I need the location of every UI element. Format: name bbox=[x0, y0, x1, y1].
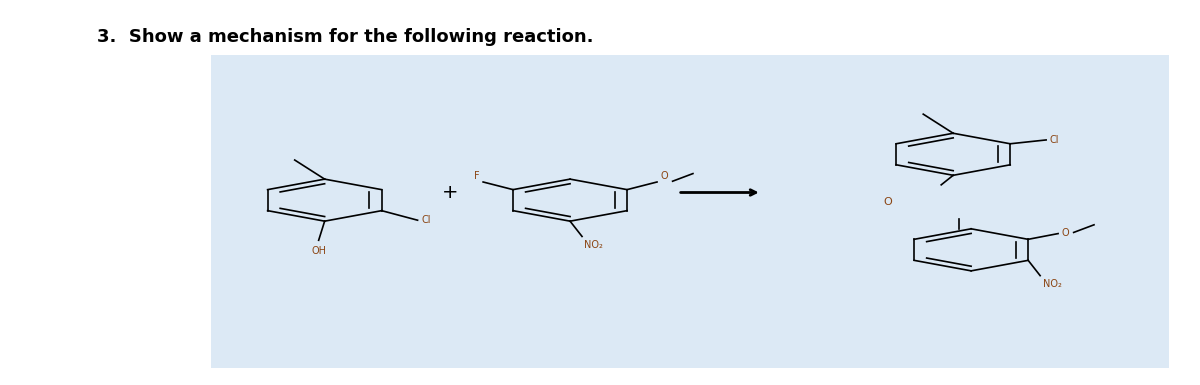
Text: NO₂: NO₂ bbox=[584, 239, 604, 249]
Text: O: O bbox=[883, 197, 892, 207]
Text: F: F bbox=[474, 171, 480, 181]
Text: NO₂: NO₂ bbox=[1043, 279, 1062, 289]
Text: Cl: Cl bbox=[1050, 135, 1060, 145]
Text: O: O bbox=[661, 171, 668, 181]
Text: 3.  Show a mechanism for the following reaction.: 3. Show a mechanism for the following re… bbox=[97, 28, 594, 46]
Text: Cl: Cl bbox=[421, 215, 431, 225]
Text: O: O bbox=[1062, 228, 1069, 238]
Text: +: + bbox=[442, 183, 458, 202]
Text: OH: OH bbox=[311, 246, 326, 256]
Bar bbox=[211, 55, 1169, 368]
